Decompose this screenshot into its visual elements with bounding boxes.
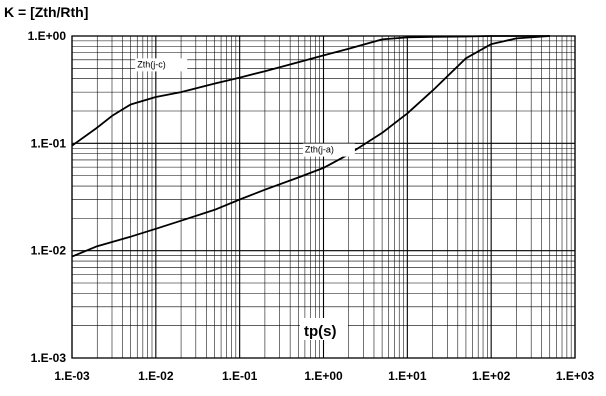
y-tick-label: 1.E-02 (31, 244, 67, 258)
series-line (71, 35, 550, 258)
x-axis-label: tp(s) (304, 323, 337, 340)
series-label: Zth(j-a) (305, 145, 334, 155)
x-tick-label: 1.E+01 (388, 369, 427, 383)
x-tick-label: 1.E+02 (472, 369, 511, 383)
series-line (71, 35, 550, 147)
series-label-bg (302, 143, 355, 157)
series-layer: Zth(j-c) Zth(j-a) (71, 35, 550, 258)
x-axis-ticks: 1.E-03 1.E-02 1.E-01 1.E+00 1.E+01 1.E+02 1.E+… (54, 369, 594, 383)
x-tick-label: 1.E-03 (54, 369, 90, 383)
series-label: Zth(j-c) (137, 59, 166, 69)
y-tick-label: 1.E-03 (31, 351, 67, 365)
y-axis-ticks: 1.E-03 1.E-02 1.E-01 1.E+00 (28, 29, 67, 365)
x-tick-label: 1.E-02 (138, 369, 174, 383)
y-tick-label: 1.E+00 (28, 29, 67, 43)
series-label-bg (135, 58, 188, 72)
y-tick-label: 1.E-01 (31, 136, 67, 150)
plot-frame (71, 35, 576, 359)
chart-title: K = [Zth/Rth] (4, 4, 88, 20)
x-tick-label: 1.E+00 (304, 369, 343, 383)
x-tick-label: 1.E+03 (556, 369, 595, 383)
x-tick-label: 1.E-01 (222, 369, 258, 383)
xlabel-box (300, 318, 348, 340)
